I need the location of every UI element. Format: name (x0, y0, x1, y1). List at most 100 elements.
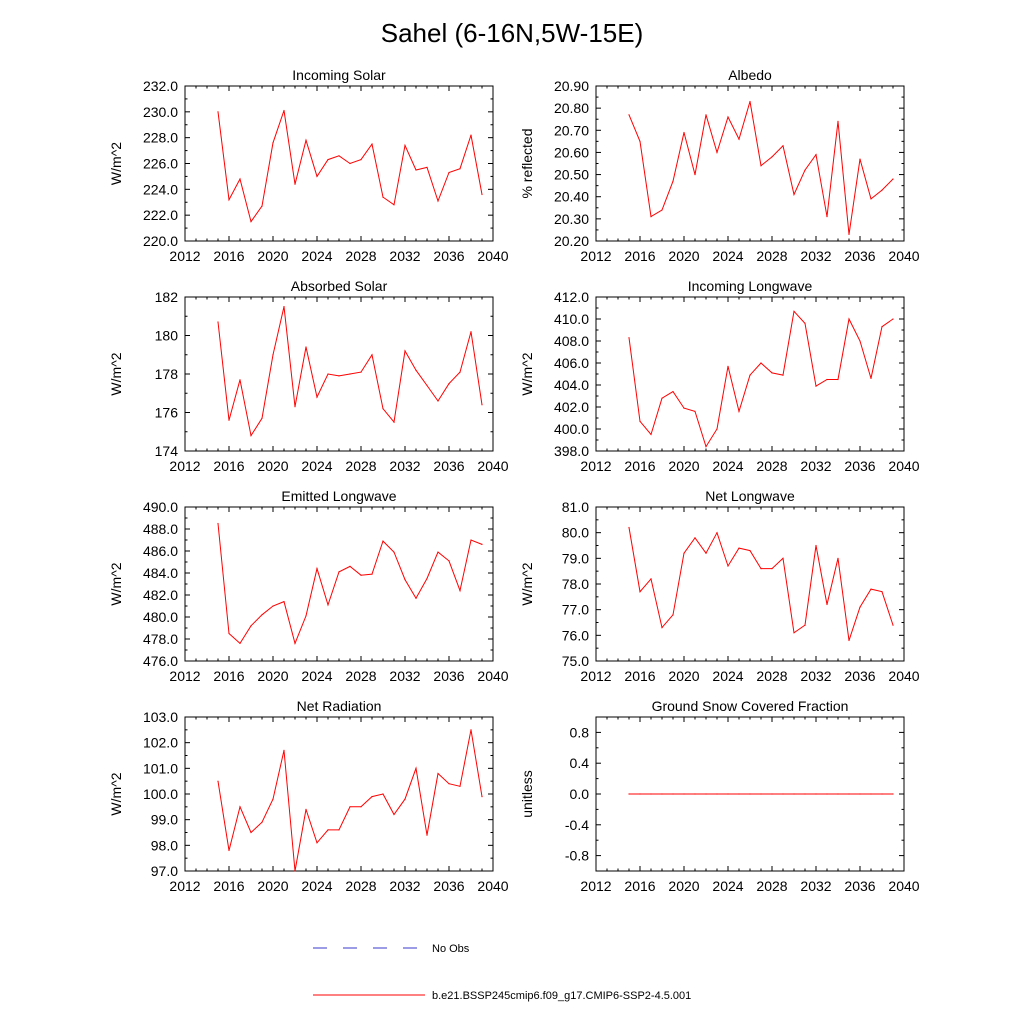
y-tick-label: 180 (155, 328, 179, 344)
x-tick-label: 2032 (389, 668, 420, 684)
y-tick-label: 404.0 (554, 377, 589, 393)
data-point (815, 154, 817, 156)
x-tick-label: 2020 (668, 668, 699, 684)
data-point (360, 806, 362, 808)
y-tick-label: 398.0 (554, 443, 589, 459)
data-point (760, 362, 762, 364)
data-point (470, 729, 472, 731)
x-tick-label: 2016 (213, 248, 244, 264)
data-point (250, 435, 252, 437)
x-tick-label: 2012 (580, 668, 611, 684)
x-tick-label: 2032 (389, 248, 420, 264)
data-point (771, 793, 773, 795)
legend: No Obs b.e21.BSSP245cmip6.f09_g17.CMIP6-… (313, 943, 691, 1002)
panel-title: Emitted Longwave (281, 488, 396, 504)
panel-2: 2012 2016 2020 2024 2028 2032 2036 2040 174 176 17… (108, 278, 509, 474)
data-point (349, 162, 351, 165)
x-tick-label: 2032 (800, 878, 831, 894)
data-point (848, 639, 850, 642)
data-point (272, 142, 274, 144)
y-tick-label: 99.0 (151, 812, 178, 828)
data-point (382, 196, 384, 198)
data-point (426, 166, 428, 168)
legend-model-label: b.e21.BSSP245cmip6.f09_g17.CMIP6-SSP2-4.… (432, 990, 691, 1002)
y-tick-label: 476.0 (143, 653, 178, 669)
data-point (705, 446, 707, 448)
y-tick-label: 402.0 (554, 399, 589, 415)
y-axis-label: W/m^2 (108, 562, 124, 605)
data-point (393, 204, 395, 206)
data-point (481, 543, 483, 546)
y-axis-label: % reflected (519, 128, 535, 198)
data-point (881, 591, 883, 593)
y-axis-label: W/m^2 (108, 352, 124, 395)
series-line (628, 310, 894, 448)
x-tick-label: 2016 (213, 458, 244, 474)
data-point (661, 397, 663, 399)
panel-title: Incoming Longwave (688, 278, 813, 294)
data-point (338, 155, 340, 157)
data-point (415, 369, 417, 371)
data-point (639, 140, 641, 142)
data-point (250, 625, 252, 627)
series-line (217, 523, 483, 645)
data-point (459, 785, 461, 787)
x-tick-label: 2036 (844, 668, 875, 684)
data-point (793, 793, 795, 795)
y-tick-label: 76.0 (562, 627, 589, 643)
panel-title: Albedo (728, 67, 772, 83)
data-point (217, 111, 219, 113)
data-point (239, 642, 241, 645)
data-point (804, 322, 806, 324)
x-tick-label: 2012 (580, 878, 611, 894)
data-point (338, 375, 340, 377)
data-point (470, 134, 472, 136)
data-point (327, 829, 329, 831)
data-point (272, 605, 274, 607)
series-line (217, 110, 483, 223)
x-tick-label: 2040 (477, 668, 508, 684)
x-tick-label: 2020 (257, 248, 288, 264)
data-point (415, 169, 417, 171)
data-point (448, 560, 450, 562)
y-tick-label: 232.0 (143, 78, 178, 94)
data-point (848, 793, 850, 795)
x-tick-label: 2032 (800, 458, 831, 474)
y-tick-label: 220.0 (143, 233, 178, 249)
data-point (892, 178, 894, 180)
data-point (272, 798, 274, 800)
y-tick-label: 482.0 (143, 587, 178, 603)
data-point (859, 606, 861, 608)
data-point (305, 346, 307, 348)
y-tick-label: 0.0 (570, 786, 590, 802)
x-tick-label: 2036 (433, 458, 464, 474)
y-tick-label: 78.0 (562, 576, 589, 592)
data-point (294, 406, 296, 408)
x-tick-label: 2040 (888, 248, 919, 264)
y-tick-label: 174 (155, 443, 179, 459)
panel-5: 2012 2016 2020 2024 2028 2032 2036 2040 75.0 76.0… (519, 488, 920, 684)
data-point (892, 793, 894, 795)
x-tick-label: 2032 (389, 458, 420, 474)
x-tick-label: 2032 (800, 668, 831, 684)
data-point (837, 793, 839, 795)
panel-7: 2012 2016 2020 2024 2028 2032 2036 2040 -0.8 -0.4… (519, 698, 920, 894)
data-point (793, 632, 795, 634)
data-point (650, 433, 652, 436)
data-point (360, 371, 362, 373)
x-tick-label: 2028 (756, 248, 787, 264)
data-point (892, 624, 894, 626)
y-tick-label: 484.0 (143, 565, 178, 581)
data-point (382, 793, 384, 795)
data-point (749, 550, 751, 552)
x-tick-label: 2024 (301, 668, 332, 684)
series-line (217, 729, 483, 872)
data-point (415, 597, 417, 599)
data-point (804, 624, 806, 626)
data-point (727, 116, 729, 118)
data-point (316, 842, 318, 844)
y-tick-label: 222.0 (143, 207, 178, 223)
data-point (738, 410, 740, 412)
data-point (771, 568, 773, 570)
data-point (404, 350, 406, 352)
